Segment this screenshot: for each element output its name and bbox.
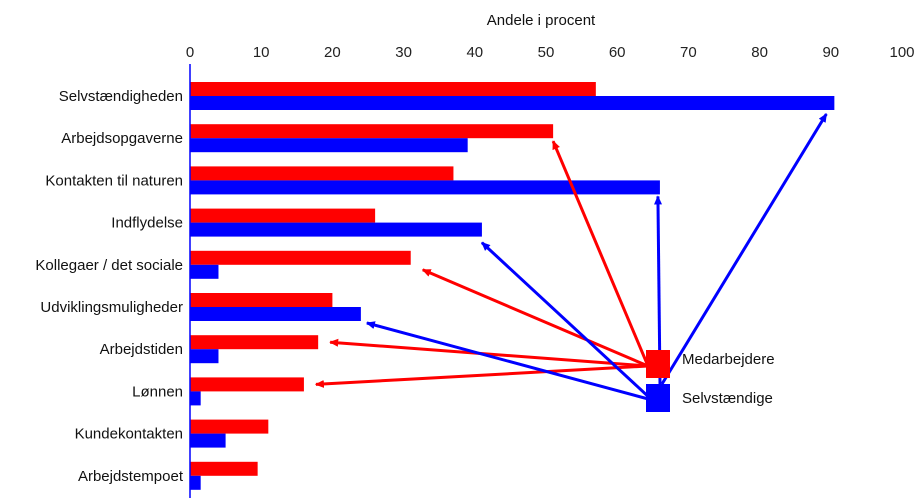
legend-swatch-medarbejdere (646, 350, 670, 378)
bar-medarbejdere (190, 419, 269, 434)
bar-medarbejdere (190, 377, 304, 392)
x-tick-label: 70 (680, 44, 697, 61)
legend-swatch-selvstaendige (646, 384, 670, 412)
bar-medarbejdere (190, 335, 319, 350)
category-label: Udviklingsmuligheder (40, 299, 183, 316)
legend-arrow-selvstaendige (480, 241, 654, 402)
x-axis-ticks: 0 10 20 30 40 50 60 70 80 90 100 (186, 44, 915, 61)
category-label: Kontakten til naturen (45, 172, 183, 189)
category-label: Selvstændigheden (59, 88, 183, 105)
bar-selvstaendige (190, 391, 201, 406)
category-label: Arbejdstempoet (78, 468, 184, 485)
x-tick-label: 30 (395, 44, 412, 61)
bar-medarbejdere (190, 82, 596, 96)
bar-selvstaendige (190, 222, 482, 237)
bar-selvstaendige (190, 96, 835, 110)
legend-arrow-medarbejdere (314, 364, 649, 388)
x-axis-title: Andele i procent (487, 12, 596, 29)
bar-selvstaendige (190, 307, 361, 321)
x-tick-label: 60 (609, 44, 626, 61)
bar-selvstaendige (190, 349, 219, 364)
bar-selvstaendige (190, 433, 226, 448)
category-label: Arbejdstiden (100, 341, 183, 358)
legend: Medarbejdere Selvstændige (646, 350, 775, 412)
bar-medarbejdere (190, 166, 454, 181)
legend-arrow-medarbejdere (421, 268, 649, 368)
legend-label-selvstaendige: Selvstændige (682, 390, 773, 407)
bar-medarbejdere (190, 293, 333, 307)
bar-medarbejdere (190, 250, 411, 265)
bar-medarbejdere (190, 208, 376, 223)
x-tick-label: 10 (253, 44, 270, 61)
category-label: Kollegaer / det sociale (35, 257, 183, 274)
bars (190, 82, 835, 490)
x-tick-label: 50 (538, 44, 555, 61)
x-tick-label: 90 (822, 44, 839, 61)
bar-selvstaendige (190, 264, 219, 279)
legend-label-medarbejdere: Medarbejdere (682, 351, 775, 368)
category-label: Kundekontakten (75, 426, 183, 443)
x-tick-label: 40 (466, 44, 483, 61)
bar-medarbejdere (190, 124, 554, 139)
x-tick-label: 20 (324, 44, 341, 61)
category-labels: Selvstændigheden Arbejdsopgaverne Kontakte… (35, 88, 183, 485)
legend-arrow-medarbejdere (551, 140, 650, 367)
category-label: Indflydelse (111, 215, 183, 232)
bar-selvstaendige (190, 180, 660, 195)
bar-medarbejdere (190, 461, 258, 476)
bar-selvstaendige (190, 475, 201, 490)
legend-arrow-selvstaendige (660, 113, 828, 385)
x-tick-label: 80 (751, 44, 768, 61)
legend-arrow-selvstaendige (365, 321, 653, 402)
category-label: Arbejdsopgaverne (61, 130, 183, 147)
bar-selvstaendige (190, 138, 468, 153)
legend-arrow-medarbejdere (329, 338, 649, 368)
category-label: Lønnen (132, 383, 183, 400)
x-tick-label: 100 (889, 44, 914, 61)
x-tick-label: 0 (186, 44, 194, 61)
